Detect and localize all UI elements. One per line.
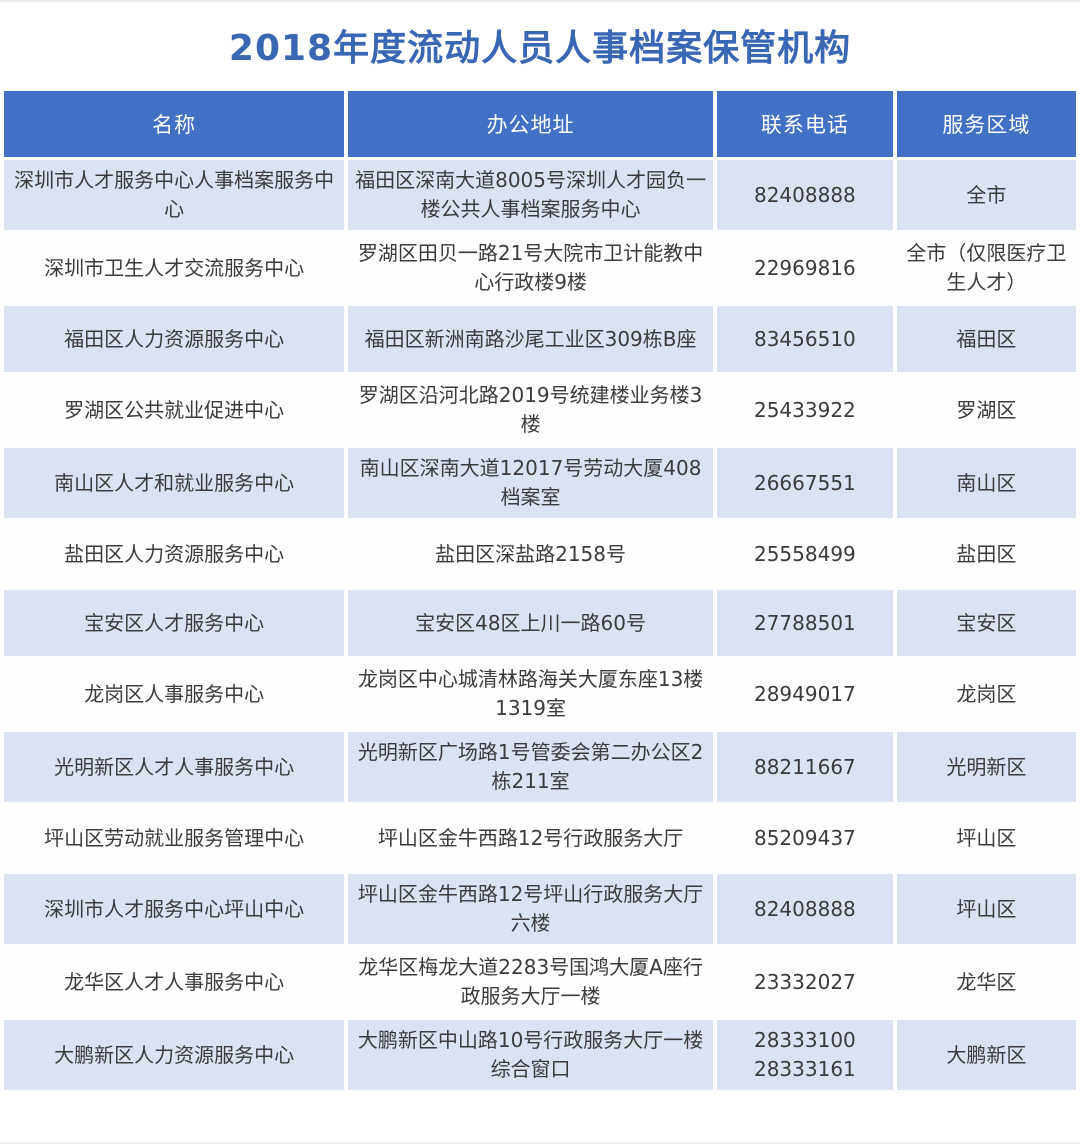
cell-region: 宝安区 [896, 590, 1076, 656]
cell-phone: 23332027 [716, 947, 893, 1017]
cell-name: 大鹏新区人力资源服务中心 [4, 1020, 345, 1090]
cell-region: 南山区 [896, 448, 1076, 518]
cell-address: 龙华区梅龙大道2283号国鸿大厦A座行政服务大厅一楼 [348, 947, 713, 1017]
table-header: 名称 办公地址 联系电话 服务区域 [4, 91, 1076, 157]
column-header-region: 服务区域 [896, 91, 1076, 157]
cell-phone: 25558499 [716, 521, 893, 587]
cell-address: 福田区深南大道8005号深圳人才园负一楼公共人事档案服务中心 [348, 160, 713, 230]
cell-name: 南山区人才和就业服务中心 [4, 448, 345, 518]
table-row: 龙岗区人事服务中心 龙岗区中心城清林路海关大厦东座13楼1319室 289490… [4, 659, 1076, 729]
title-bar: 2018年度流动人员人事档案保管机构 [0, 2, 1080, 88]
cell-name: 龙华区人才人事服务中心 [4, 947, 345, 1017]
cell-address: 福田区新洲南路沙尾工业区309栋B座 [348, 306, 713, 372]
cell-region: 罗湖区 [896, 375, 1076, 445]
cell-address: 罗湖区沿河北路2019号统建楼业务楼3楼 [348, 375, 713, 445]
table-row: 南山区人才和就业服务中心 南山区深南大道12017号劳动大厦408档案室 266… [4, 448, 1076, 518]
cell-region: 龙岗区 [896, 659, 1076, 729]
cell-name: 龙岗区人事服务中心 [4, 659, 345, 729]
cell-address: 盐田区深盐路2158号 [348, 521, 713, 587]
table-row: 光明新区人才人事服务中心 光明新区广场路1号管委会第二办公区2栋211室 882… [4, 732, 1076, 802]
cell-name: 深圳市卫生人才交流服务中心 [4, 233, 345, 303]
cell-phone: 25433922 [716, 375, 893, 445]
cell-address: 坪山区金牛西路12号坪山行政服务大厅六楼 [348, 874, 713, 944]
cell-phone: 26667551 [716, 448, 893, 518]
table-row: 宝安区人才服务中心 宝安区48区上川一路60号 27788501 宝安区 [4, 590, 1076, 656]
table-row: 深圳市人才服务中心坪山中心 坪山区金牛西路12号坪山行政服务大厅六楼 82408… [4, 874, 1076, 944]
archive-institutions-table: 名称 办公地址 联系电话 服务区域 深圳市人才服务中心人事档案服务中心 福田区深… [0, 88, 1080, 1093]
cell-region: 福田区 [896, 306, 1076, 372]
cell-region: 盐田区 [896, 521, 1076, 587]
cell-address: 南山区深南大道12017号劳动大厦408档案室 [348, 448, 713, 518]
cell-region: 光明新区 [896, 732, 1076, 802]
column-header-address: 办公地址 [348, 91, 713, 157]
cell-phone: 28949017 [716, 659, 893, 729]
column-header-phone: 联系电话 [716, 91, 893, 157]
cell-region: 坪山区 [896, 805, 1076, 871]
table-row: 大鹏新区人力资源服务中心 大鹏新区中山路10号行政服务大厅一楼综合窗口 2833… [4, 1020, 1076, 1090]
cell-phone: 82408888 [716, 874, 893, 944]
table-row: 福田区人力资源服务中心 福田区新洲南路沙尾工业区309栋B座 83456510 … [4, 306, 1076, 372]
cell-phone: 28333100 28333161 [716, 1020, 893, 1090]
cell-name: 宝安区人才服务中心 [4, 590, 345, 656]
table-body: 深圳市人才服务中心人事档案服务中心 福田区深南大道8005号深圳人才园负一楼公共… [4, 160, 1076, 1090]
cell-name: 深圳市人才服务中心坪山中心 [4, 874, 345, 944]
cell-region: 大鹏新区 [896, 1020, 1076, 1090]
table-row: 龙华区人才人事服务中心 龙华区梅龙大道2283号国鸿大厦A座行政服务大厅一楼 2… [4, 947, 1076, 1017]
column-header-name: 名称 [4, 91, 345, 157]
cell-address: 大鹏新区中山路10号行政服务大厅一楼综合窗口 [348, 1020, 713, 1090]
cell-region: 全市 [896, 160, 1076, 230]
cell-phone: 27788501 [716, 590, 893, 656]
cell-address: 光明新区广场路1号管委会第二办公区2栋211室 [348, 732, 713, 802]
cell-region: 龙华区 [896, 947, 1076, 1017]
cell-name: 福田区人力资源服务中心 [4, 306, 345, 372]
table-row: 罗湖区公共就业促进中心 罗湖区沿河北路2019号统建楼业务楼3楼 2543392… [4, 375, 1076, 445]
cell-phone: 88211667 [716, 732, 893, 802]
table-row: 深圳市卫生人才交流服务中心 罗湖区田贝一路21号大院市卫计能教中心行政楼9楼 2… [4, 233, 1076, 303]
page-title: 2018年度流动人员人事档案保管机构 [228, 28, 852, 69]
cell-phone: 85209437 [716, 805, 893, 871]
cell-address: 坪山区金牛西路12号行政服务大厅 [348, 805, 713, 871]
cell-name: 光明新区人才人事服务中心 [4, 732, 345, 802]
cell-name: 深圳市人才服务中心人事档案服务中心 [4, 160, 345, 230]
table-header-row: 名称 办公地址 联系电话 服务区域 [4, 91, 1076, 157]
cell-phone: 83456510 [716, 306, 893, 372]
cell-address: 罗湖区田贝一路21号大院市卫计能教中心行政楼9楼 [348, 233, 713, 303]
cell-name: 坪山区劳动就业服务管理中心 [4, 805, 345, 871]
cell-phone: 22969816 [716, 233, 893, 303]
cell-name: 罗湖区公共就业促进中心 [4, 375, 345, 445]
cell-address: 龙岗区中心城清林路海关大厦东座13楼1319室 [348, 659, 713, 729]
cell-address: 宝安区48区上川一路60号 [348, 590, 713, 656]
table-row: 盐田区人力资源服务中心 盐田区深盐路2158号 25558499 盐田区 [4, 521, 1076, 587]
cell-phone: 82408888 [716, 160, 893, 230]
table-row: 坪山区劳动就业服务管理中心 坪山区金牛西路12号行政服务大厅 85209437 … [4, 805, 1076, 871]
cell-region: 坪山区 [896, 874, 1076, 944]
table-row: 深圳市人才服务中心人事档案服务中心 福田区深南大道8005号深圳人才园负一楼公共… [4, 160, 1076, 230]
cell-name: 盐田区人力资源服务中心 [4, 521, 345, 587]
cell-region: 全市（仅限医疗卫生人才） [896, 233, 1076, 303]
